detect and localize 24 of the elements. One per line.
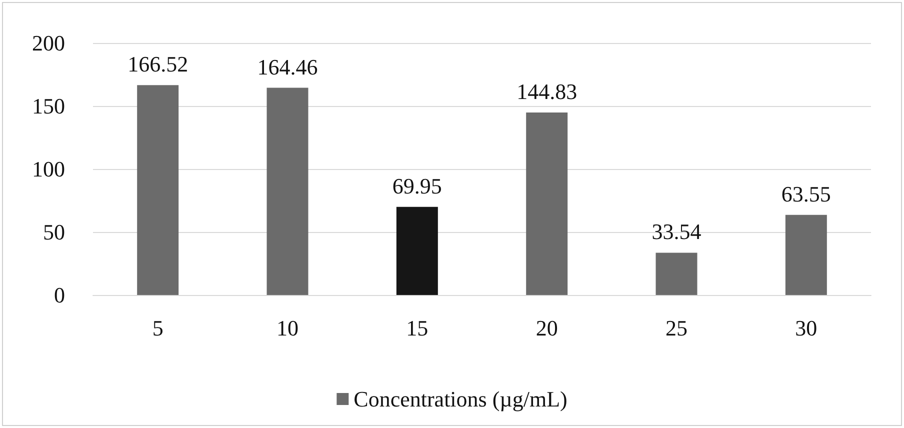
bar	[396, 206, 438, 295]
bar	[137, 85, 179, 295]
y-tick-label: 150	[32, 94, 65, 118]
data-label: 33.54	[652, 219, 702, 244]
bar	[266, 88, 308, 295]
data-label: 69.95	[392, 173, 442, 198]
x-tick-label: 30	[795, 316, 818, 340]
x-tick-label: 15	[406, 316, 428, 340]
x-tick-label: 10	[276, 316, 298, 340]
bar	[526, 112, 568, 295]
y-tick-label: 50	[43, 220, 65, 244]
x-tick-label: 25	[666, 316, 688, 340]
bar	[656, 252, 698, 295]
legend-label: Concentrations (µg/mL)	[354, 386, 568, 412]
bar	[785, 214, 827, 295]
data-label: 144.83	[516, 79, 578, 104]
data-label: 63.55	[781, 181, 831, 206]
x-tick-label: 20	[536, 316, 558, 340]
y-tick-label: 0	[54, 282, 65, 308]
data-label: 164.46	[257, 54, 318, 80]
x-tick-label: 5	[152, 316, 164, 340]
data-label: 166.52	[128, 52, 188, 77]
y-tick-label: 100	[32, 156, 65, 182]
y-tick-label: 200	[32, 30, 65, 56]
